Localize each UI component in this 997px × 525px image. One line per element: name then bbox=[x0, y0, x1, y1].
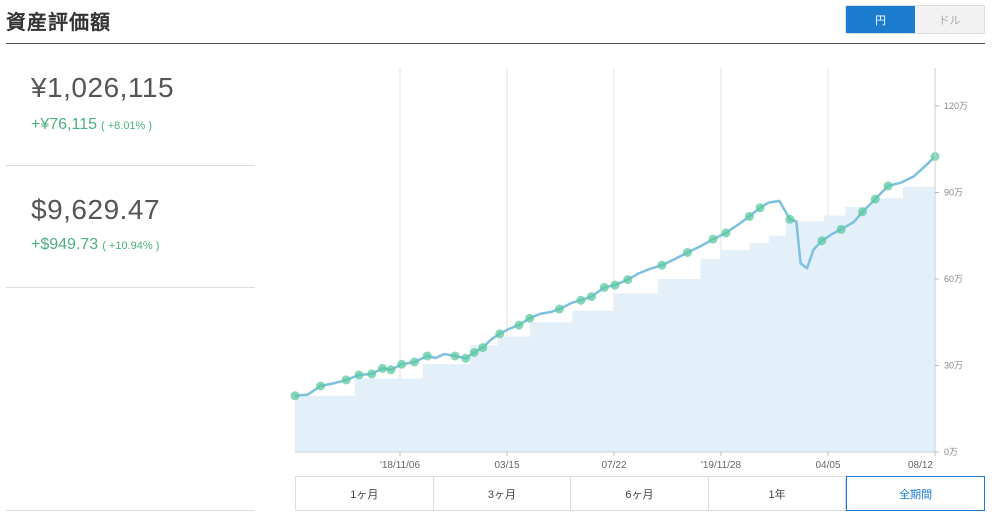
usd-gain-percent: ( +10.94% ) bbox=[102, 240, 160, 252]
data-marker bbox=[450, 351, 460, 361]
range-3-month-button[interactable]: 3ヶ月 bbox=[433, 477, 572, 510]
x-tick-label: '18/11/06 bbox=[380, 460, 421, 471]
data-marker bbox=[495, 329, 505, 339]
header-divider bbox=[6, 43, 985, 44]
data-marker bbox=[341, 375, 351, 385]
x-ticks: '18/11/06 03/15 07/22 '19/11/28 04/05 08/12 bbox=[380, 452, 936, 471]
data-marker bbox=[755, 203, 765, 213]
data-marker bbox=[290, 391, 300, 401]
data-marker bbox=[587, 292, 596, 302]
page-title: 資産評価額 bbox=[6, 12, 111, 34]
range-all-button[interactable]: 全期間 bbox=[846, 476, 985, 511]
invested-area bbox=[295, 178, 935, 453]
data-marker bbox=[478, 343, 488, 353]
y-tick-label: 90万 bbox=[944, 188, 963, 198]
data-marker bbox=[397, 359, 407, 369]
chart-markers bbox=[290, 152, 940, 401]
data-marker bbox=[469, 348, 479, 357]
data-marker bbox=[836, 224, 846, 234]
range-6-month-button[interactable]: 6ヶ月 bbox=[571, 477, 709, 510]
x-tick-label: 03/15 bbox=[494, 460, 519, 471]
yen-gain-amount: +¥76,115 bbox=[31, 116, 97, 133]
data-marker bbox=[367, 369, 377, 379]
currency-usd-button[interactable]: ドル bbox=[915, 6, 984, 33]
summary-yen-panel: ¥1,026,115 +¥76,115 ( +8.01% ) bbox=[6, 44, 255, 166]
data-marker bbox=[386, 365, 396, 375]
yen-gain-percent: ( +8.01% ) bbox=[101, 120, 153, 132]
data-marker bbox=[870, 194, 880, 204]
data-marker bbox=[785, 214, 795, 224]
currency-toggle: 円 ドル bbox=[845, 5, 985, 34]
data-marker bbox=[708, 234, 718, 244]
y-tick-label: 0万 bbox=[944, 447, 958, 457]
left-bottom-divider bbox=[6, 510, 255, 511]
usd-total-value: $9,629.47 bbox=[31, 194, 161, 225]
x-tick-label: 04/05 bbox=[815, 460, 840, 471]
data-marker bbox=[316, 381, 326, 391]
yen-total-value: ¥1,026,115 bbox=[31, 72, 175, 103]
yen-gain: +¥76,115 ( +8.01% ) bbox=[31, 116, 152, 134]
data-marker bbox=[817, 236, 827, 246]
data-marker bbox=[623, 275, 633, 285]
data-marker bbox=[657, 260, 667, 270]
y-tick-label: 30万 bbox=[944, 361, 963, 371]
data-marker bbox=[378, 363, 387, 373]
data-marker bbox=[410, 357, 419, 367]
range-1-year-button[interactable]: 1年 bbox=[708, 477, 847, 510]
range-1-month-button[interactable]: 1ヶ月 bbox=[296, 477, 434, 510]
data-marker bbox=[883, 181, 893, 191]
x-tick-label: 07/22 bbox=[601, 460, 626, 471]
data-marker bbox=[525, 313, 535, 323]
currency-yen-button[interactable]: 円 bbox=[846, 6, 915, 33]
data-marker bbox=[461, 353, 471, 363]
y-tick-label: 120万 bbox=[944, 101, 968, 111]
data-marker bbox=[576, 295, 586, 305]
x-tick-label: '19/11/28 bbox=[701, 460, 742, 471]
data-marker bbox=[858, 207, 867, 217]
usd-gain-amount: +$949.73 bbox=[31, 236, 99, 253]
range-selector: 1ヶ月 3ヶ月 6ヶ月 1年 全期間 bbox=[295, 476, 985, 511]
data-marker bbox=[683, 248, 692, 257]
x-tick-label: 08/12 bbox=[908, 460, 933, 471]
data-marker bbox=[555, 304, 564, 314]
summary-usd-panel: $9,629.47 +$949.73( +10.94% ) bbox=[6, 166, 255, 288]
y-tick-label: 60万 bbox=[944, 274, 963, 284]
data-marker bbox=[422, 351, 432, 361]
data-marker bbox=[599, 282, 609, 292]
usd-gain: +$949.73( +10.94% ) bbox=[31, 236, 159, 254]
y-ticks: 0万 30万 60万 90万 120万 bbox=[935, 101, 968, 457]
data-marker bbox=[354, 370, 364, 380]
data-marker bbox=[721, 228, 731, 238]
data-marker bbox=[514, 320, 524, 330]
data-marker bbox=[610, 280, 620, 290]
data-marker bbox=[744, 211, 754, 221]
